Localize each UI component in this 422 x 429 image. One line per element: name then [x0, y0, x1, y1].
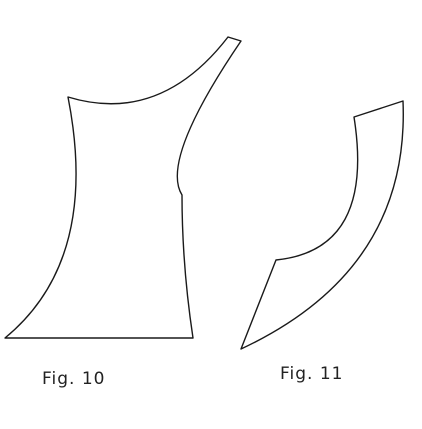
fig-10-caption: Fig. 10: [42, 369, 106, 389]
fig-11-pattern-piece: [241, 101, 403, 349]
fig-10-pattern-piece: [5, 37, 241, 338]
fig-11-caption: Fig. 11: [280, 364, 344, 384]
